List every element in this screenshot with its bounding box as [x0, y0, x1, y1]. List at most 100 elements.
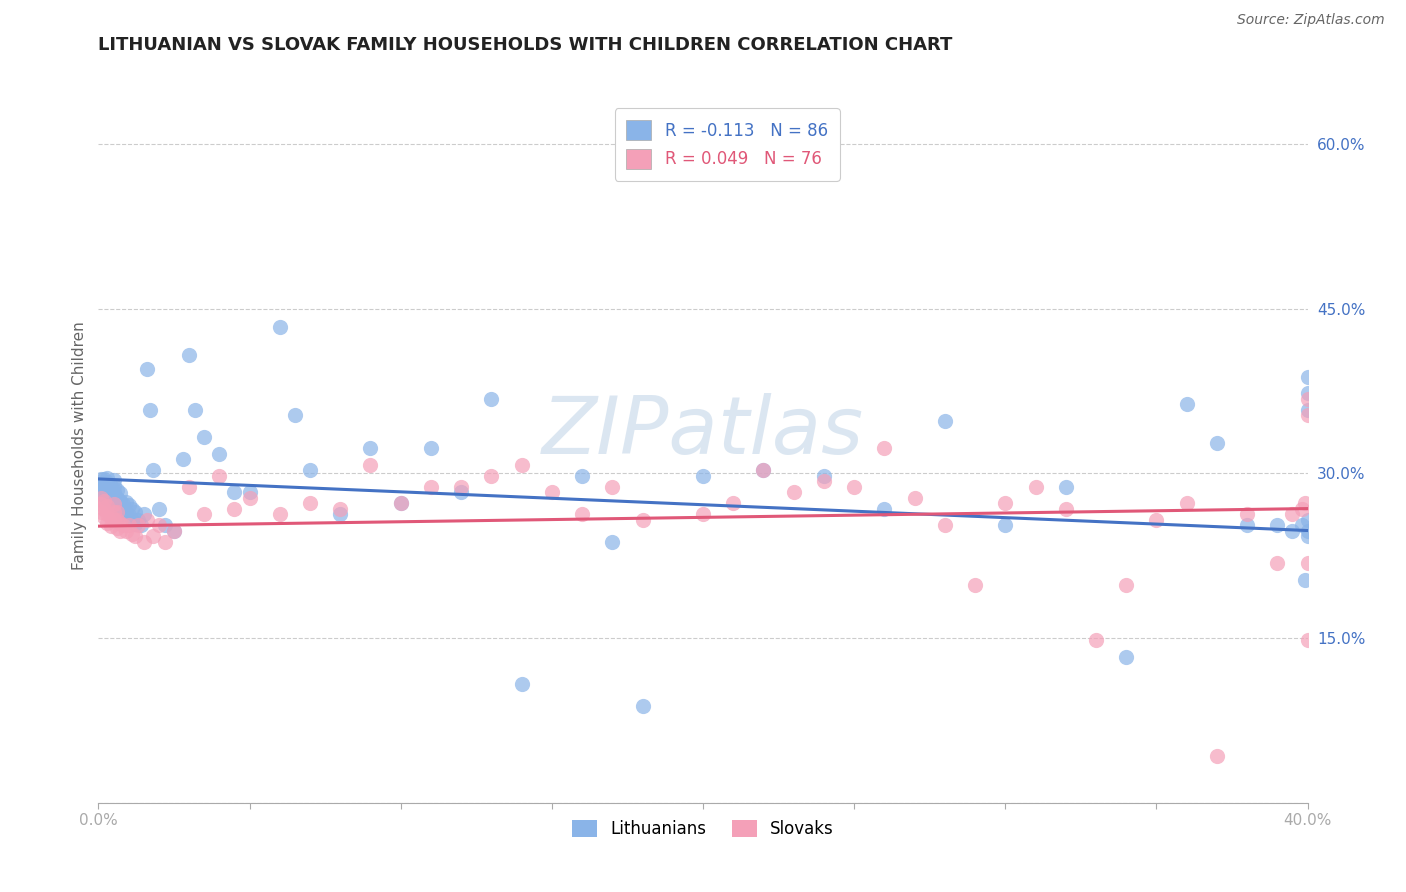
Lithuanians: [153, 518, 176, 533]
Lithuanians: [1281, 524, 1303, 538]
Slovaks: [163, 524, 186, 538]
Slovaks: [90, 491, 112, 505]
Lithuanians: [994, 518, 1017, 533]
Slovaks: [239, 491, 262, 505]
Lithuanians: [1296, 524, 1319, 538]
Slovaks: [329, 501, 352, 516]
Lithuanians: [124, 516, 146, 531]
Lithuanians: [93, 483, 115, 497]
Lithuanians: [100, 486, 122, 500]
Lithuanians: [124, 505, 146, 519]
Slovaks: [193, 507, 215, 521]
Lithuanians: [1296, 402, 1319, 417]
Slovaks: [96, 507, 118, 521]
Lithuanians: [96, 475, 118, 490]
Lithuanians: [163, 524, 186, 538]
Slovaks: [118, 518, 141, 533]
Lithuanians: [108, 494, 131, 508]
Lithuanians: [1175, 397, 1198, 411]
Slovaks: [1296, 392, 1319, 406]
Slovaks: [1024, 480, 1046, 494]
Legend: Lithuanians, Slovaks: Lithuanians, Slovaks: [565, 813, 841, 845]
Slovaks: [783, 485, 806, 500]
Lithuanians: [139, 402, 162, 417]
Slovaks: [360, 458, 382, 472]
Lithuanians: [93, 477, 115, 491]
Lithuanians: [111, 497, 134, 511]
Lithuanians: [1296, 386, 1319, 401]
Slovaks: [224, 501, 246, 516]
Slovaks: [127, 518, 149, 533]
Lithuanians: [111, 507, 134, 521]
Slovaks: [105, 505, 128, 519]
Slovaks: [1267, 557, 1289, 571]
Slovaks: [299, 496, 322, 510]
Lithuanians: [90, 472, 112, 486]
Slovaks: [100, 519, 122, 533]
Lithuanians: [389, 496, 412, 510]
Lithuanians: [1236, 518, 1258, 533]
Lithuanians: [121, 501, 143, 516]
Lithuanians: [103, 485, 125, 500]
Slovaks: [873, 441, 896, 455]
Slovaks: [752, 463, 775, 477]
Lithuanians: [269, 320, 291, 334]
Lithuanians: [108, 486, 131, 500]
Slovaks: [631, 512, 654, 526]
Lithuanians: [420, 441, 443, 455]
Lithuanians: [135, 362, 157, 376]
Slovaks: [93, 501, 115, 516]
Slovaks: [844, 480, 866, 494]
Slovaks: [510, 458, 533, 472]
Slovaks: [135, 512, 157, 526]
Lithuanians: [1054, 480, 1077, 494]
Lithuanians: [148, 501, 170, 516]
Slovaks: [450, 480, 472, 494]
Slovaks: [269, 507, 291, 521]
Slovaks: [96, 500, 118, 514]
Lithuanians: [284, 409, 307, 423]
Lithuanians: [127, 512, 149, 526]
Slovaks: [153, 534, 176, 549]
Lithuanians: [105, 483, 128, 497]
Slovaks: [1175, 496, 1198, 510]
Lithuanians: [103, 478, 125, 492]
Lithuanians: [329, 507, 352, 521]
Lithuanians: [1206, 435, 1229, 450]
Slovaks: [965, 578, 987, 592]
Slovaks: [481, 468, 503, 483]
Lithuanians: [1294, 573, 1316, 587]
Slovaks: [1054, 501, 1077, 516]
Lithuanians: [103, 491, 125, 505]
Slovaks: [602, 480, 624, 494]
Slovaks: [1294, 496, 1316, 510]
Lithuanians: [208, 447, 231, 461]
Lithuanians: [93, 472, 115, 486]
Slovaks: [540, 485, 562, 500]
Lithuanians: [813, 468, 835, 483]
Lithuanians: [90, 483, 112, 497]
Lithuanians: [96, 471, 118, 485]
Slovaks: [100, 510, 122, 524]
Lithuanians: [193, 430, 215, 444]
Lithuanians: [100, 492, 122, 507]
Lithuanians: [100, 478, 122, 492]
Lithuanians: [172, 452, 194, 467]
Slovaks: [93, 494, 115, 508]
Lithuanians: [103, 497, 125, 511]
Lithuanians: [239, 485, 262, 500]
Lithuanians: [450, 485, 472, 500]
Text: Source: ZipAtlas.com: Source: ZipAtlas.com: [1237, 13, 1385, 28]
Lithuanians: [96, 480, 118, 494]
Slovaks: [105, 512, 128, 526]
Slovaks: [571, 507, 593, 521]
Text: LITHUANIAN VS SLOVAK FAMILY HOUSEHOLDS WITH CHILDREN CORRELATION CHART: LITHUANIAN VS SLOVAK FAMILY HOUSEHOLDS W…: [98, 36, 953, 54]
Lithuanians: [510, 677, 533, 691]
Slovaks: [93, 510, 115, 524]
Slovaks: [389, 496, 412, 510]
Slovaks: [108, 516, 131, 530]
Lithuanians: [360, 441, 382, 455]
Lithuanians: [1115, 649, 1137, 664]
Slovaks: [1236, 507, 1258, 521]
Lithuanians: [121, 512, 143, 526]
